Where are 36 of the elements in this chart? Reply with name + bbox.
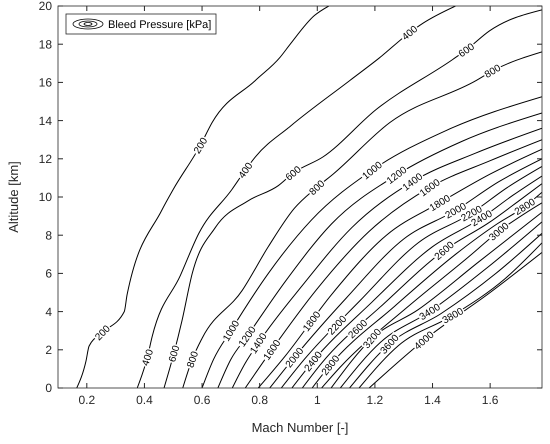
y-tick-label: 16 [38,76,52,90]
annotation: 3800 [440,306,466,327]
annotation: 2800 [512,196,538,218]
y-axis-title: Altitude [km] [6,161,21,233]
y-tick-label: 0 [45,381,52,396]
y-tick-label: 14 [38,114,52,128]
y-tick-label: 2 [45,343,52,357]
x-tick-label: 0.6 [194,393,211,407]
x-tick-label: 0.4 [136,393,154,407]
annotation: 400 [236,160,256,181]
annotation: 3400 [418,302,443,324]
y-tick-label: 18 [38,37,52,52]
annotation: 400 [400,24,420,44]
annotation: 400 [140,348,156,368]
y-tick-label: 4 [45,304,52,319]
annotation: 800 [482,62,504,81]
x-tick-label: 0.8 [251,393,268,407]
annotation: 200 [192,136,210,156]
x-tick-label: 1 [314,393,321,407]
x-tick-label: 1.2 [366,393,384,407]
x-axis-title: Mach Number [-] [252,420,348,435]
legend-title: Bleed Pressure [kPa] [108,18,212,31]
x-tick-label: 1.4 [424,393,442,407]
y-tick-label: 20 [38,0,52,14]
annotation: 800 [185,350,202,370]
annotation: 200 [93,323,114,344]
y-tick-label: 8 [45,228,52,242]
y-tick-label: 12 [38,152,52,166]
y-tick-label: 10 [38,190,52,204]
x-tick-label: 0.2 [78,393,96,407]
x-tick-label: 1.6 [482,393,499,407]
annotation: 800 [308,178,328,198]
annotation: 600 [284,164,304,184]
y-tick-label: 6 [45,266,52,281]
annotation: 600 [167,344,182,364]
annotation: 600 [456,41,478,60]
